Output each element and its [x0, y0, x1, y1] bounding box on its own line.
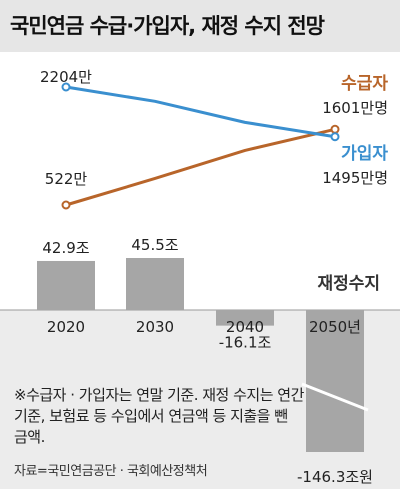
- series-point-1-3: [330, 132, 340, 142]
- series-line-0: [65, 127, 336, 207]
- series-end-label-1: 1495만명: [322, 169, 388, 187]
- value-label-3: -146.3조원: [297, 468, 373, 486]
- bar-chart: 2020 42.9조 2030 45.5조 2040-16.1조 2050년 -146.3조…: [37, 236, 373, 486]
- series-point-0-3: [330, 124, 340, 134]
- series-line-1: [65, 85, 336, 139]
- chart-title: 국민연금 수급·가입자, 재정 수지 전망: [10, 14, 325, 38]
- value-label-0: 42.9조: [42, 239, 89, 257]
- category-label-1: 2030: [136, 318, 174, 336]
- source-credit: 자료=국민연금공단 · 국회예산정책처: [14, 464, 208, 479]
- footnote: ※수급자 · 가입자는 연말 기준. 재정 수지는 연간 기준, 보험료 등 수…: [14, 386, 304, 446]
- bar-3: [306, 310, 364, 452]
- bar-chart-title: 재정수지: [317, 274, 380, 294]
- category-label-2: 2040: [226, 318, 264, 336]
- value-label-1: 45.5조: [131, 236, 178, 254]
- series-end-label-0: 1601만명: [322, 99, 388, 117]
- category-label-0: 2020: [47, 318, 85, 336]
- axis-break-mark: [301, 382, 369, 412]
- category-label-3: 2050년: [309, 318, 361, 336]
- bar-2: [216, 310, 274, 326]
- series-start-label-1: 2204만: [40, 68, 92, 86]
- series-start-label-0: 522만: [45, 170, 88, 188]
- series-point-1-0: [61, 82, 71, 92]
- series-name-label-0: 수급자: [341, 74, 388, 94]
- series-point-0-0: [61, 200, 71, 210]
- bar-1: [126, 258, 184, 310]
- series-name-label-1: 가입자: [341, 144, 388, 164]
- title-bar: 국민연금 수급·가입자, 재정 수지 전망: [0, 0, 400, 52]
- value-label-2: -16.1조: [219, 334, 272, 352]
- bar-0: [37, 260, 95, 310]
